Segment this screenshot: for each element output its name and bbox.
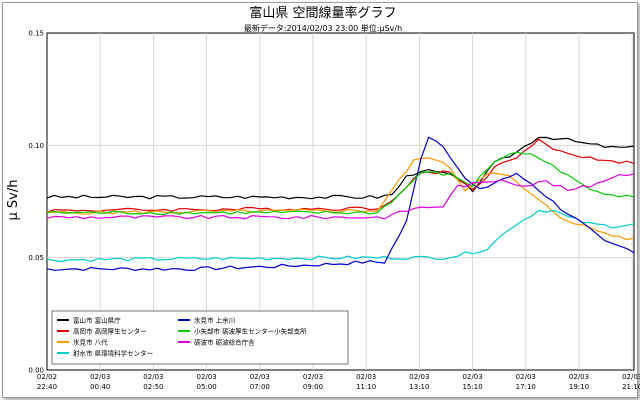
- legend-label: 富山市 富山県庁: [73, 315, 121, 324]
- x-tick-label: 02/03 05:00: [196, 373, 216, 391]
- series-line: [46, 138, 635, 213]
- legend-box: [51, 310, 349, 365]
- x-tick-time: 07:00: [250, 383, 270, 391]
- y-tick-label: 0.10: [28, 142, 44, 150]
- y-tick-label: 0.15: [28, 30, 44, 38]
- x-tick-time: 15:10: [462, 383, 482, 391]
- x-tick-time: 00:40: [90, 383, 110, 391]
- x-tick-label: 02/03 11:10: [356, 373, 376, 391]
- x-tick-date: 02/03: [196, 373, 216, 381]
- y-axis-label: μ Sv/h: [6, 180, 21, 221]
- legend-label: 射水市 県環境科学センター: [73, 348, 153, 357]
- x-tick-time: 19:10: [569, 383, 589, 391]
- x-tick-label: 02/03 13:10: [409, 373, 429, 391]
- x-tick-label: 02/03 02:50: [143, 373, 163, 391]
- x-axis-ticks: 02/02 22:40 02/03 00:40 02/03 02:50 02/03 05:00…: [37, 373, 640, 391]
- chart-subtitle: 最新データ:2014/02/03 23:00 単位:μSv/h: [244, 23, 402, 33]
- series-line: [46, 209, 635, 263]
- series-line: [46, 136, 635, 200]
- x-tick-label: 02/02 22:40: [37, 373, 57, 391]
- x-tick-label: 02/03 09:00: [303, 373, 323, 391]
- chart-title: 富山県 空間線量率グラフ: [249, 5, 396, 21]
- x-tick-label: 02/03 17:10: [516, 373, 536, 391]
- x-tick-date: 02/02: [37, 373, 57, 381]
- x-tick-date: 02/03: [250, 373, 270, 381]
- x-tick-date: 02/03: [90, 373, 110, 381]
- legend-label: 氷見市 上余川: [194, 315, 235, 324]
- x-tick-label: 02/03 15:10: [462, 373, 482, 391]
- y-axis-ticks: 0.00 0.05 0.10 0.15: [28, 30, 44, 375]
- series-lines: [46, 136, 635, 272]
- x-tick-date: 02/03: [143, 373, 163, 381]
- x-tick-date: 02/03: [409, 373, 429, 381]
- x-tick-date: 02/03: [569, 373, 589, 381]
- series-line: [46, 151, 635, 216]
- y-tick-label: 0.00: [28, 367, 44, 375]
- series-line: [46, 173, 635, 220]
- x-tick-date: 02/03: [356, 373, 376, 381]
- x-tick-time: 09:00: [303, 383, 323, 391]
- x-tick-label: 02/03 07:00: [250, 373, 270, 391]
- x-tick-time: 17:10: [516, 383, 536, 391]
- x-tick-date: 02/03: [622, 373, 640, 381]
- x-tick-time: 11:10: [356, 383, 376, 391]
- x-tick-label: 02/03 00:40: [90, 373, 110, 391]
- x-tick-time: 05:00: [196, 383, 216, 391]
- legend-label: 氷見市 八代: [73, 337, 108, 346]
- x-tick-label: 02/03 19:10: [569, 373, 589, 391]
- y-tick-label: 0.05: [28, 254, 44, 262]
- x-tick-date: 02/03: [303, 373, 323, 381]
- legend-label: 小矢部市 砺波厚生センター小矢部支所: [194, 326, 307, 335]
- x-tick-time: 13:10: [409, 383, 429, 391]
- x-tick-date: 02/03: [516, 373, 536, 381]
- x-tick-label: 02/03 21:10: [622, 373, 640, 391]
- series-line: [46, 136, 635, 272]
- x-tick-date: 02/03: [462, 373, 482, 381]
- legend-label: 砺波市 砺波総合庁舎: [194, 337, 255, 346]
- x-tick-time: 02:50: [143, 383, 163, 391]
- x-tick-time: 22:40: [37, 383, 57, 391]
- legend-label: 高岡市 高岡厚生センター: [73, 326, 147, 335]
- x-tick-time: 21:10: [622, 383, 640, 391]
